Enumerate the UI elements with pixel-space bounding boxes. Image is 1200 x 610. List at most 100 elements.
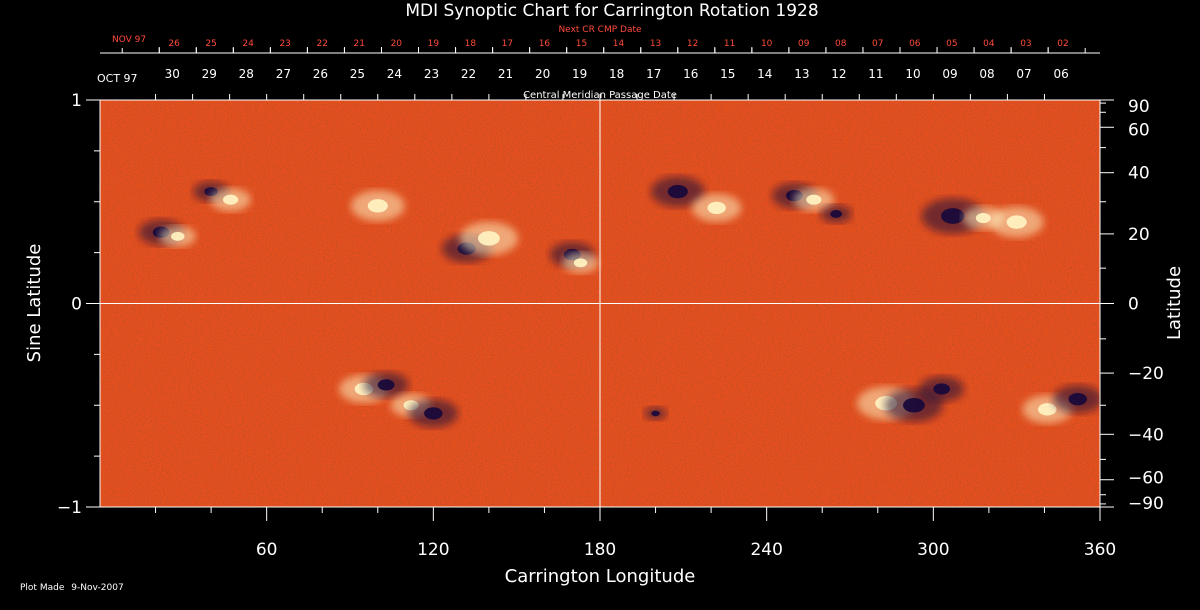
next-cr-date-label: 21 — [354, 39, 365, 49]
y-right-tick-label: −90 — [1128, 494, 1164, 514]
cmp-date-label: 28 — [239, 67, 254, 81]
cmp-date-label: 15 — [720, 67, 735, 81]
y-right-tick-label: 40 — [1128, 164, 1150, 184]
cmp-date-label: 24 — [387, 67, 402, 81]
negative-flux-region — [933, 383, 951, 395]
positive-flux-region — [573, 258, 588, 268]
top-axis-label: Central Meridian Passage Date — [523, 90, 677, 101]
next-cr-month-label: NOV 97 — [112, 35, 146, 45]
positive-flux-region — [171, 231, 185, 241]
next-cr-date-label: 04 — [983, 39, 995, 49]
chart-title: MDI Synoptic Chart for Carrington Rotati… — [405, 1, 818, 21]
cmp-date-label: 12 — [831, 67, 846, 81]
next-cr-date-label: 12 — [687, 39, 698, 49]
next-cr-date-label: 18 — [465, 39, 477, 49]
next-cr-date-label: 06 — [909, 39, 921, 49]
negative-flux-region — [1068, 392, 1088, 406]
cmp-date-label: 20 — [535, 67, 550, 81]
next-cr-label: Next CR CMP Date — [558, 25, 642, 35]
cmp-date-label: 16 — [683, 67, 698, 81]
y-right-tick-label: −20 — [1128, 364, 1164, 384]
cmp-date-label: 22 — [461, 67, 476, 81]
positive-flux-region — [477, 231, 500, 246]
positive-flux-region — [1006, 215, 1027, 229]
positive-flux-region — [707, 201, 726, 215]
positive-flux-region — [367, 199, 388, 213]
cmp-date-label: 09 — [942, 67, 957, 81]
positive-flux-region — [806, 194, 822, 205]
cmp-date-label: 19 — [572, 67, 587, 81]
next-cr-date-label: 11 — [724, 39, 735, 49]
x-tick-label: 360 — [1084, 540, 1116, 560]
cmp-date-label: 14 — [757, 67, 772, 81]
negative-flux-region — [424, 407, 443, 420]
negative-flux-region — [651, 410, 660, 417]
positive-flux-region — [975, 212, 991, 224]
negative-flux-region — [377, 379, 395, 391]
next-cr-date-label: 24 — [242, 39, 254, 49]
next-cr-date-label: 02 — [1057, 39, 1068, 49]
cmp-date-label: 10 — [905, 67, 920, 81]
cmp-date-label: 21 — [498, 67, 513, 81]
y-left-tick-label: 0 — [71, 295, 82, 315]
negative-flux-region — [830, 210, 842, 218]
y-right-axis-ticks: 90 60 40 20 0 −20 −40 −60 −90 — [1100, 97, 1164, 514]
next-cr-date-label: 03 — [1020, 39, 1031, 49]
top-axis-month-label: OCT 97 — [97, 72, 138, 85]
y-left-axis-ticks: −1 0 1 — [57, 91, 100, 518]
cmp-date-label: 07 — [1016, 67, 1031, 81]
cmp-date-label: 26 — [313, 67, 328, 81]
next-cr-date-label: 16 — [539, 39, 551, 49]
y-right-tick-label: −60 — [1128, 469, 1164, 489]
x-tick-label: 300 — [917, 540, 949, 560]
y-right-tick-label: 0 — [1128, 295, 1139, 315]
active-regions — [138, 176, 1100, 428]
cmp-date-label: 27 — [276, 67, 291, 81]
next-cr-date-label: 13 — [650, 39, 661, 49]
cmp-date-label: 17 — [646, 67, 661, 81]
x-tick-label: 240 — [750, 540, 782, 560]
next-cr-date-label: 08 — [835, 39, 847, 49]
cmp-date-label: 30 — [165, 67, 180, 81]
next-cr-date-label: 07 — [872, 39, 883, 49]
negative-flux-region — [667, 184, 688, 199]
negative-flux-region — [941, 208, 965, 224]
x-axis-ticks: 60 120 180 240 300 360 — [155, 507, 1116, 560]
cmp-date-label: 11 — [868, 67, 883, 81]
x-tick-label: 120 — [417, 540, 449, 560]
next-cr-date-label: 15 — [576, 39, 587, 49]
next-cr-date-label: 23 — [279, 39, 290, 49]
next-cr-ticks: 26 25 24 23 22 21 20 19 18 17 16 15 14 13 12 11 10 09 08 07… — [121, 39, 1086, 53]
y-right-tick-label: 90 — [1128, 97, 1150, 117]
y-left-tick-label: −1 — [57, 498, 82, 518]
y-right-axis-label: Latitude — [1164, 266, 1185, 340]
cmp-date-ticks: 30 29 28 27 26 25 24 23 22 21 20 19 18 17 16 15 14 13 12 11… — [155, 67, 1069, 100]
cmp-date-label: 18 — [609, 67, 624, 81]
cmp-date-label: 23 — [424, 67, 439, 81]
next-cr-date-label: 17 — [502, 39, 513, 49]
cmp-date-label: 29 — [202, 67, 217, 81]
cmp-date-label: 08 — [979, 67, 994, 81]
x-tick-label: 180 — [584, 540, 616, 560]
positive-flux-region — [222, 194, 239, 205]
cmp-date-label: 13 — [794, 67, 809, 81]
next-cr-date-label: 22 — [316, 39, 327, 49]
next-cr-date-label: 25 — [205, 39, 216, 49]
x-tick-label: 60 — [256, 540, 278, 560]
next-cr-date-label: 26 — [168, 39, 180, 49]
plot-made-label: Plot Made 9-Nov-2007 — [20, 583, 124, 593]
y-right-tick-label: 20 — [1128, 225, 1150, 245]
positive-flux-region — [1037, 403, 1057, 416]
y-left-tick-label: 1 — [71, 91, 82, 111]
cmp-date-label: 25 — [350, 67, 365, 81]
y-left-axis-label: Sine Latitude — [24, 244, 45, 363]
y-right-tick-label: 60 — [1128, 120, 1150, 140]
next-cr-date-label: 20 — [391, 39, 403, 49]
x-axis-label: Carrington Longitude — [505, 566, 696, 587]
cmp-date-label: 06 — [1053, 67, 1068, 81]
y-right-tick-label: −40 — [1128, 425, 1164, 445]
next-cr-date-label: 10 — [761, 39, 773, 49]
next-cr-date-label: 14 — [613, 39, 625, 49]
negative-flux-region — [902, 397, 925, 413]
